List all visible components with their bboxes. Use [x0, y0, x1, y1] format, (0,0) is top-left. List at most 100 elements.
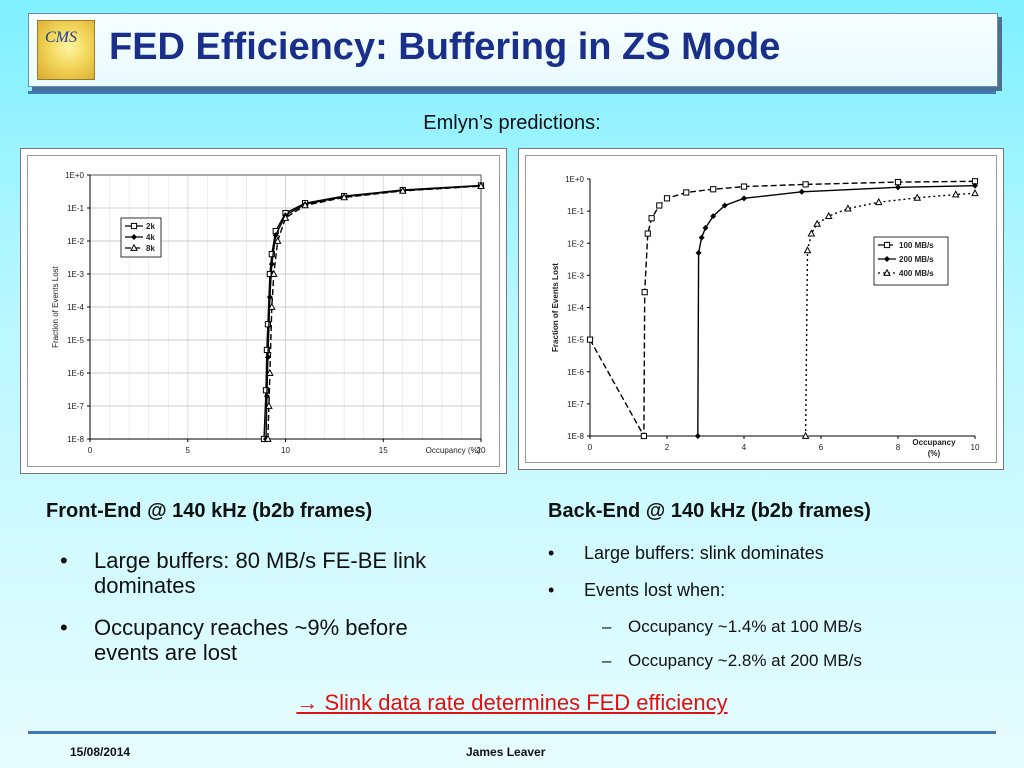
data-point: [698, 234, 705, 241]
y-tick-label: 1E-1: [567, 207, 584, 216]
data-point: [803, 246, 812, 254]
x-tick-label: 20: [477, 446, 486, 455]
y-tick-label: 1E+0: [65, 171, 84, 180]
sub-list-item: – Occupancy ~2.8% at 200 MB/s: [546, 650, 986, 672]
data-point: [801, 431, 810, 439]
dash-icon: –: [602, 651, 612, 670]
y-tick-label: 1E-2: [67, 237, 84, 246]
x-tick-label: 4: [742, 443, 747, 452]
y-tick-label: 1E-5: [567, 336, 584, 345]
data-point: [894, 179, 902, 186]
back-end-chart-svg: 1E-8 1E-7 1E-6 1E-5 1E-4 1E-3 1E-2 1E-1 1E+0 0 2 4 6…: [551, 175, 980, 458]
y-tick-label: 1E-7: [67, 402, 84, 411]
slide-title: FED Efficiency: Buffering in ZS Mode: [109, 26, 781, 68]
dash-icon: –: [602, 617, 612, 636]
data-point: [694, 433, 701, 439]
bullet-text: Occupancy reaches ~9% before events are …: [94, 615, 408, 665]
back-end-chart: 1E-8 1E-7 1E-6 1E-5 1E-4 1E-3 1E-2 1E-1 1E+0 0 2 4 6…: [518, 148, 1004, 470]
data-point: [740, 183, 748, 190]
list-item: • Large buffers: 80 MB/s FE-BE link domin…: [50, 548, 470, 598]
x-tick-label: 5: [186, 446, 191, 455]
data-point: [951, 190, 960, 198]
data-point: [971, 188, 979, 197]
legend-label: 4k: [146, 233, 155, 242]
x-axis-label-unit: (%): [928, 449, 941, 458]
y-tick-label: 1E-3: [567, 271, 584, 280]
data-point: [264, 434, 272, 442]
x-tick-label: 0: [588, 443, 593, 452]
series-line: [265, 185, 482, 440]
y-tick-label: 1E-4: [67, 303, 84, 312]
x-tick-label: 0: [88, 446, 93, 455]
bullet-icon: •: [548, 580, 555, 600]
y-tick-label: 1E-1: [67, 204, 84, 213]
bullet-text: Events lost when:: [584, 580, 726, 600]
back-end-bullets: • Large buffers: slink dominates • Events …: [546, 542, 986, 684]
data-point: [663, 195, 671, 202]
legend-label: 200 MB/s: [899, 255, 934, 264]
y-axis-label: Fraction of Events Lost: [51, 265, 60, 348]
x-axis-label: Occupancy: [912, 438, 956, 447]
data-point: [268, 261, 275, 268]
x-tick-label: 6: [819, 443, 824, 452]
legend-marker: [883, 241, 891, 249]
y-tick-label: 1E-7: [567, 400, 584, 409]
title-bar: CMS FED Efficiency: Buffering in ZS Mode: [28, 13, 998, 87]
data-point: [266, 294, 273, 301]
data-point: [824, 211, 833, 220]
legend-marker: [883, 268, 891, 276]
list-item: • Large buffers: slink dominates: [546, 542, 986, 564]
data-point: [640, 432, 648, 440]
y-axis-label: Fraction of Events Lost: [551, 263, 560, 352]
x-tick-label: 8: [896, 443, 901, 452]
legend-label: 100 MB/s: [899, 241, 934, 250]
front-end-chart-svg: 1E-8 1E-7 1E-6 1E-5 1E-4 1E-3 1E-2 1E-1 1E+0 0 5 10…: [51, 171, 486, 455]
data-point: [721, 202, 728, 209]
data-point: [340, 193, 348, 201]
y-tick-label: 1E-8: [67, 435, 84, 444]
data-point: [656, 202, 663, 209]
data-point: [710, 213, 717, 220]
front-end-bullets: • Large buffers: 80 MB/s FE-BE link domin…: [50, 548, 470, 682]
list-item: • Occupancy reaches ~9% before events are…: [50, 615, 470, 665]
y-tick-label: 1E-4: [567, 304, 584, 313]
series-line: [267, 185, 482, 440]
legend-label: 8k: [146, 244, 155, 253]
data-point: [702, 224, 709, 231]
legend-marker: [131, 234, 137, 240]
data-point: [264, 321, 272, 328]
data-point: [895, 184, 901, 191]
data-point: [264, 354, 271, 361]
data-point: [807, 229, 816, 237]
data-point: [263, 346, 271, 354]
bullet-icon: •: [60, 615, 68, 640]
front-end-heading: Front-End @ 140 kHz (b2b frames): [46, 500, 373, 522]
data-point: [644, 230, 651, 237]
slide-subtitle: Emlyn’s predictions:: [423, 112, 601, 134]
sub-bullet-text: Occupancy ~1.4% at 100 MB/s: [628, 617, 862, 636]
legend-label: 400 MB/s: [899, 269, 934, 278]
y-tick-label: 1E-3: [67, 270, 84, 279]
data-point: [263, 393, 270, 400]
sub-list-item: – Occupancy ~1.4% at 100 MB/s: [546, 616, 986, 638]
data-point: [267, 302, 276, 310]
data-point: [695, 249, 702, 256]
data-point: [398, 186, 407, 194]
cms-logo: CMS: [37, 20, 95, 80]
data-point: [281, 213, 290, 221]
data-point: [272, 232, 279, 239]
data-point: [741, 195, 747, 202]
y-tick-label: 1E-8: [567, 432, 584, 441]
back-end-heading: Back-End @ 140 kHz (b2b frames): [548, 500, 871, 522]
x-axis-label: Occupancy (%): [426, 446, 481, 455]
data-point: [273, 236, 282, 244]
data-point: [648, 215, 655, 222]
x-tick-label: 10: [281, 446, 290, 455]
data-point: [265, 401, 273, 409]
legend-marker: [884, 256, 890, 262]
x-tick-label: 10: [971, 443, 980, 452]
series-line: [263, 184, 482, 440]
data-point: [641, 289, 648, 296]
data-point: [710, 186, 717, 193]
legend-label: 2k: [146, 222, 155, 231]
